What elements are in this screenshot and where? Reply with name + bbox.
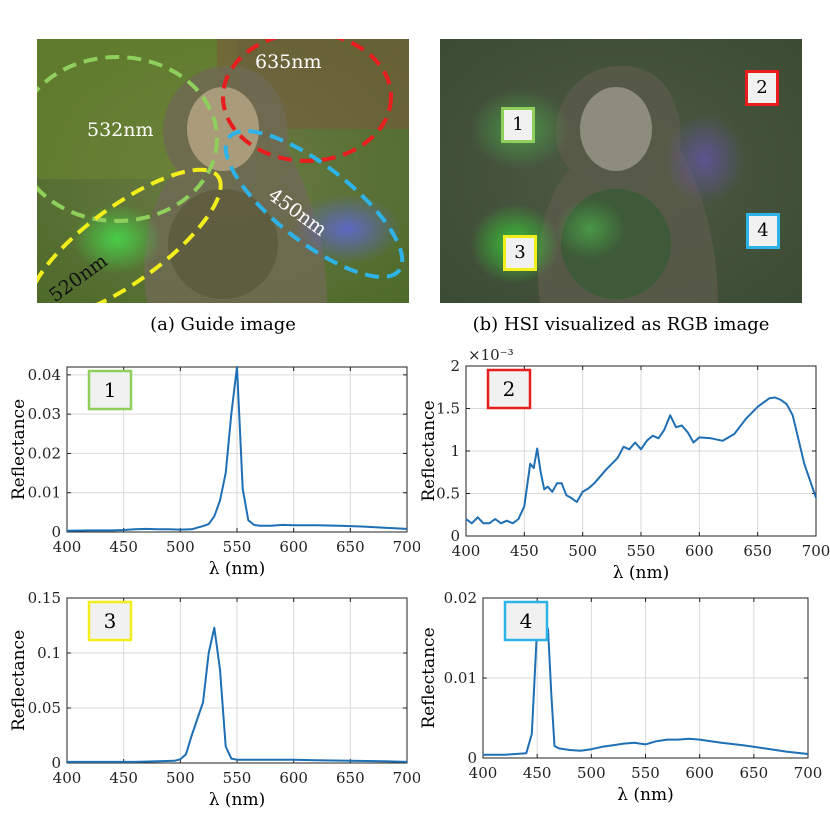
guide-image-graphic: [37, 39, 409, 303]
x-tick-label: 550: [223, 538, 252, 556]
x-tick-label: 600: [279, 769, 308, 787]
caption-a: (a) Guide image: [150, 314, 296, 335]
x-tick-label: 700: [794, 764, 823, 782]
chart-reflectance-1: 400 450 500 550 600 650 700 0 0.01 0.02 0.03 0.04 1 λ…: [9, 366, 420, 579]
plot-frame: [465, 365, 817, 537]
x-tick-label: 450: [523, 764, 552, 782]
caption-b: (b) HSI visualized as RGB image: [472, 314, 770, 335]
plot-badge: [503, 600, 549, 642]
guide-ellipse-red: [221, 39, 393, 163]
y-tick-label: 0: [51, 523, 61, 541]
x-tick-label: 400: [53, 538, 82, 556]
x-tick-label: 600: [685, 764, 714, 782]
hsi-marker-2: 2: [745, 70, 779, 106]
guide-ellipse-green: [37, 55, 219, 223]
series-line: [483, 617, 809, 756]
y-tick-label: 0: [467, 749, 477, 767]
x-tick-label: 650: [740, 764, 769, 782]
y-tick-label: 0.01: [28, 484, 61, 502]
series-line: [465, 396, 817, 525]
x-axis-label: λ (nm): [613, 563, 670, 583]
series-line: [66, 366, 408, 532]
y-tick-label: 0.02: [28, 444, 61, 462]
y-tick-label: 0.03: [28, 405, 61, 423]
hsi-marker-4: 4: [746, 213, 780, 249]
x-tick-label: 700: [393, 538, 420, 556]
label-635nm: 635nm: [255, 51, 322, 73]
y-tick-label: 0.5: [436, 485, 460, 503]
y-tick-label: 2: [450, 357, 460, 375]
chart-reflectance-4: 400 450 500 550 600 650 700 0 0.01 0.02 4 λ (nm) Ref…: [419, 590, 823, 805]
x-tick-label: 600: [279, 538, 308, 556]
y-tick-label: 1: [450, 442, 460, 460]
hsi-marker-3: 3: [503, 235, 537, 271]
x-tick-label: 550: [627, 542, 656, 560]
x-tick-label: 650: [743, 542, 772, 560]
hsi-image-graphic: [440, 39, 802, 303]
guide-ellipse-yellow: [37, 167, 223, 303]
guide-ellipse-cyan: [223, 129, 405, 279]
y-axis-label: Reflectance: [419, 627, 439, 728]
plot-badge-label: 3: [104, 609, 117, 633]
y-tick-label: 0: [450, 527, 460, 545]
plot-badge: [87, 369, 133, 411]
y-tick-label: 0: [51, 754, 61, 772]
chart-reflectance-2: 400 450 500 550 600 650 700 0 0.5 1 1.5 2 ×10⁻³ 2 λ (n…: [419, 346, 830, 583]
plot-badge: [486, 368, 532, 410]
x-tick-label: 500: [577, 764, 606, 782]
y-exponent-label: ×10⁻³: [468, 346, 514, 364]
y-tick-label: 0.1: [37, 644, 61, 662]
plot-badge-label: 4: [520, 609, 533, 633]
y-tick-label: 0.04: [28, 366, 61, 384]
label-532nm: 532nm: [87, 119, 154, 141]
hsi-marker-1: 1: [501, 107, 535, 143]
plot-badge: [87, 600, 133, 642]
guide-image: 635nm 532nm 450nm 520nm: [37, 39, 409, 303]
y-axis-label: Reflectance: [419, 400, 439, 501]
x-tick-label: 700: [393, 769, 420, 787]
x-axis-label: λ (nm): [617, 785, 674, 805]
y-tick-label: 0.15: [28, 590, 61, 607]
x-tick-label: 500: [166, 769, 195, 787]
plot-frame: [66, 597, 408, 764]
x-tick-label: 400: [452, 542, 481, 560]
x-tick-label: 400: [469, 764, 498, 782]
x-tick-label: 450: [109, 769, 138, 787]
y-tick-label: 1.5: [436, 400, 460, 418]
plot-frame: [482, 597, 809, 759]
x-tick-label: 500: [166, 538, 195, 556]
x-tick-label: 550: [631, 764, 660, 782]
plot-badge-label: 2: [503, 377, 516, 401]
x-axis-label: λ (nm): [209, 559, 266, 579]
series-line: [67, 626, 408, 763]
y-axis-label: Reflectance: [9, 630, 29, 731]
chart-reflectance-3: 400 450 500 550 600 650 700 0 0.05 0.1 0.15 3 λ (nm)…: [9, 590, 420, 810]
hsi-rgb-image: 1 2 3 4: [440, 39, 802, 303]
x-tick-label: 500: [568, 542, 597, 560]
x-tick-label: 650: [336, 538, 365, 556]
x-tick-label: 650: [336, 769, 365, 787]
x-tick-label: 400: [53, 769, 82, 787]
y-tick-label: 0.05: [28, 699, 61, 717]
y-tick-label: 0.02: [444, 590, 477, 607]
x-tick-label: 600: [685, 542, 714, 560]
plot-badge-label: 1: [104, 378, 117, 402]
x-tick-label: 550: [223, 769, 252, 787]
x-tick-label: 700: [802, 542, 830, 560]
y-axis-label: Reflectance: [9, 399, 29, 500]
x-axis-label: λ (nm): [209, 790, 266, 810]
x-tick-label: 450: [510, 542, 539, 560]
x-tick-label: 450: [109, 538, 138, 556]
y-tick-label: 0.01: [444, 669, 477, 687]
